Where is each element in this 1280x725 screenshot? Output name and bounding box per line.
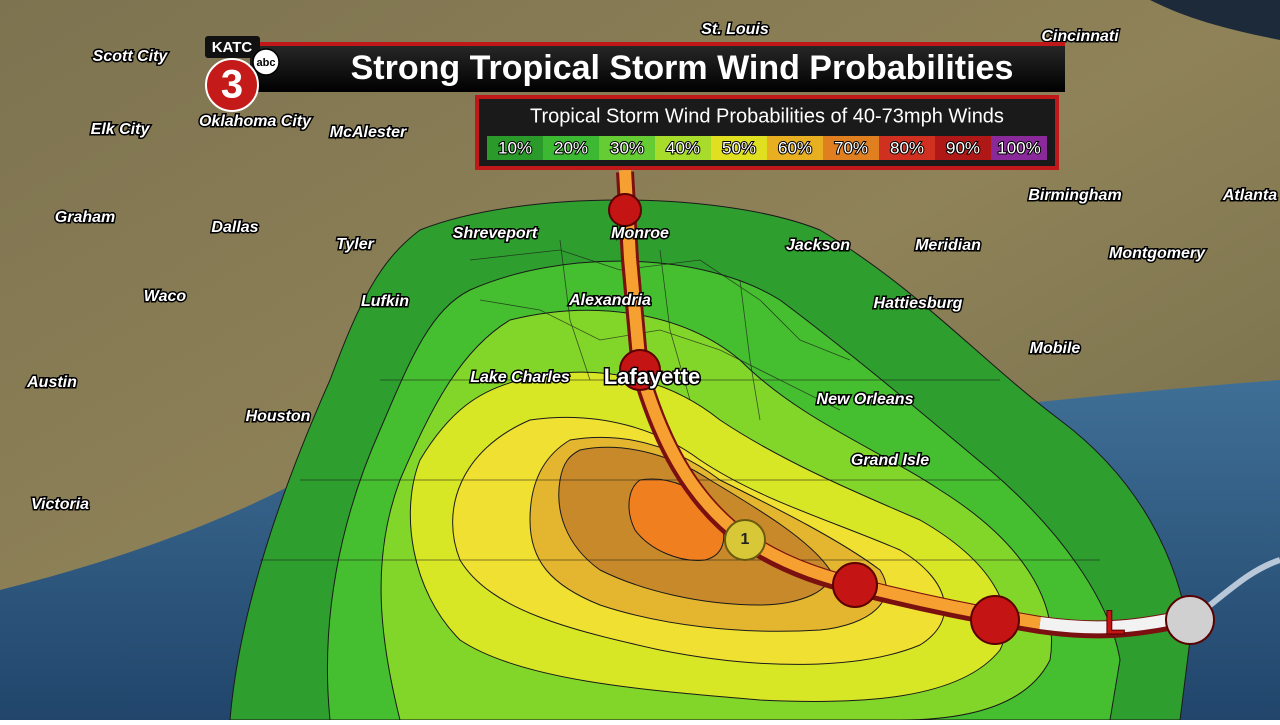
current-position xyxy=(724,519,766,561)
city-label: Alexandria xyxy=(568,292,651,309)
city-label: Meridian xyxy=(915,237,981,254)
legend-swatch xyxy=(599,136,655,160)
city-label: Mobile xyxy=(1030,340,1081,357)
city-labels: St. Louis Cincinnati Scott City Elk City… xyxy=(25,20,1279,515)
city-label: Montgomery xyxy=(1109,245,1206,262)
low-marker: L xyxy=(1105,604,1126,642)
city-label: Cincinnati xyxy=(1041,28,1119,45)
city-label: Lake Charles xyxy=(470,369,570,386)
city-label: St. Louis xyxy=(701,21,769,38)
city-label: Monroe xyxy=(611,225,669,242)
legend-label: 10% xyxy=(498,138,532,157)
city-label: Tyler xyxy=(336,236,374,253)
corner-sky xyxy=(1150,0,1280,40)
logo-network: abc xyxy=(257,57,276,69)
legend-label: 80% xyxy=(890,138,924,157)
legend-swatch xyxy=(487,136,543,160)
city-label: Scott City xyxy=(93,48,169,65)
city-label: Jackson xyxy=(786,237,850,254)
legend-label: 20% xyxy=(554,138,588,157)
city-label: Oklahoma City xyxy=(199,113,312,130)
logo-station: KATC xyxy=(212,39,253,56)
legend-swatch xyxy=(655,136,711,160)
legend-swatch xyxy=(879,136,935,160)
city-label: Houston xyxy=(246,408,311,425)
parish-lines xyxy=(260,239,1100,561)
legend-swatch xyxy=(767,136,823,160)
current-marker: 1 xyxy=(741,531,750,548)
city-label: Shreveport xyxy=(453,225,538,242)
legend-label: 60% xyxy=(778,138,812,157)
legend-label: 100% xyxy=(997,138,1040,157)
storm-icons xyxy=(608,193,1215,645)
city-label: Waco xyxy=(144,288,187,305)
city-label: Atlanta xyxy=(1222,187,1277,204)
legend-swatch xyxy=(711,136,767,160)
logo-box xyxy=(205,36,260,58)
city-label: Victoria xyxy=(31,496,89,513)
legend-items: 10% 20% 30% 40% 50% 60% 70% 80% 90% 100% xyxy=(487,136,1047,160)
city-label: Lufkin xyxy=(361,293,409,310)
legend-swatch xyxy=(935,136,991,160)
title-bar xyxy=(250,42,1065,92)
city-label: Hattiesburg xyxy=(874,295,963,312)
city-label: McAlester xyxy=(330,124,407,141)
logo-circle xyxy=(205,58,259,112)
legend-swatch xyxy=(991,136,1047,160)
legend-label: 40% xyxy=(666,138,700,157)
legend-label: 30% xyxy=(610,138,644,157)
legend-title: Tropical Storm Wind Probabilities of 40-… xyxy=(530,105,1004,127)
city-label: New Orleans xyxy=(817,391,914,408)
city-label: Birmingham xyxy=(1028,187,1121,204)
city-label: Dallas xyxy=(211,219,258,236)
logo-channel: 3 xyxy=(221,63,243,107)
legend-label: 50% xyxy=(722,138,756,157)
legend-label: 70% xyxy=(834,138,868,157)
probability-contours xyxy=(229,199,1191,721)
city-label: Graham xyxy=(55,209,115,226)
title-bar-accent xyxy=(250,42,1065,46)
legend-swatch xyxy=(543,136,599,160)
city-label: Austin xyxy=(26,374,77,391)
logo-network-circle xyxy=(252,48,280,76)
legend-label: 90% xyxy=(946,138,980,157)
city-label: Grand Isle xyxy=(851,452,929,469)
city-label: Lafayette xyxy=(604,364,701,389)
title: Strong Tropical Storm Wind Probabilities xyxy=(351,49,1014,87)
legend-swatch xyxy=(823,136,879,160)
city-label: Elk City xyxy=(91,121,151,138)
